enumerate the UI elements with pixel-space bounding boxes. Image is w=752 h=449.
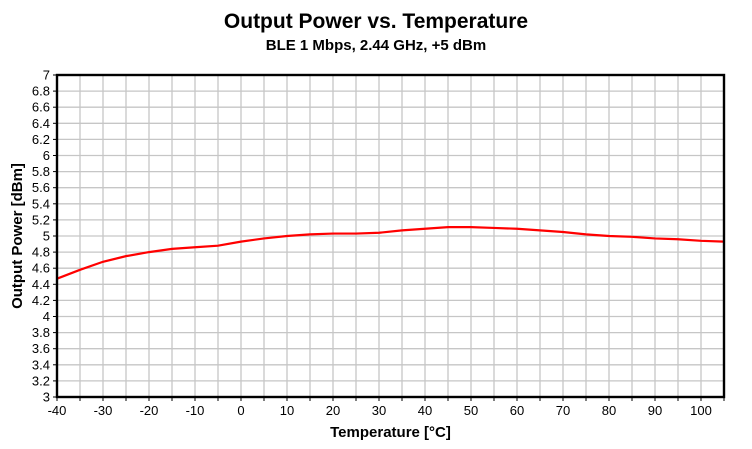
y-tick-label: 4.6: [32, 261, 50, 276]
y-tick-label: 3.4: [32, 357, 50, 372]
x-tick-label: -40: [48, 403, 67, 418]
y-tick-label: 6.6: [32, 100, 50, 115]
y-tick-label: 5.4: [32, 196, 50, 211]
x-tick-label: -30: [94, 403, 113, 418]
y-tick-label: 6.8: [32, 84, 50, 99]
x-tick-label: 40: [418, 403, 432, 418]
y-tick-label: 4.8: [32, 245, 50, 260]
x-tick-label: 100: [690, 403, 712, 418]
x-tick-label: 50: [464, 403, 478, 418]
axes-border: [55, 73, 726, 399]
x-tick-label: 20: [326, 403, 340, 418]
y-tick-label: 3.6: [32, 341, 50, 356]
x-tick-label: -20: [140, 403, 159, 418]
y-tick-label: 3: [43, 390, 50, 405]
y-tick-label: 6: [43, 148, 50, 163]
x-tick-label: 30: [372, 403, 386, 418]
y-tick-label: 5: [43, 229, 50, 244]
y-tick-label: 4.2: [32, 293, 50, 308]
x-axis-title: Temperature [°C]: [330, 424, 451, 441]
data-series-line: [56, 226, 725, 280]
x-tick-label: 90: [648, 403, 662, 418]
y-tick-label: 3.8: [32, 325, 50, 340]
y-axis-title: Output Power [dBm]: [9, 163, 26, 309]
x-tick-label: 10: [280, 403, 294, 418]
y-tick-label: 4: [43, 309, 50, 324]
y-tick-label: 5.8: [32, 164, 50, 179]
x-tick-label: 80: [602, 403, 616, 418]
y-tick-label: 3.2: [32, 373, 50, 388]
y-tick-label: 7: [43, 68, 50, 83]
chart-title: Output Power vs. Temperature: [223, 10, 529, 33]
tick-labels: -40 -30 -20 -10 0 10 20 30 40 50 60 70 80 90 10033.23.…: [32, 68, 712, 419]
y-tick-label: 5.2: [32, 212, 50, 227]
x-tick-label: 70: [556, 403, 570, 418]
y-tick-label: 6.2: [32, 132, 50, 147]
plot-border: [55, 73, 726, 399]
gridlines: [57, 75, 724, 397]
y-tick-label: 4.4: [32, 277, 50, 292]
x-tick-label: 60: [510, 403, 524, 418]
data-series: [56, 226, 725, 280]
y-tick-label: 6.4: [32, 116, 50, 131]
chart-subtitle: BLE 1 Mbps, 2.44 GHz, +5 dBm: [265, 37, 487, 54]
x-tick-label: 0: [237, 403, 244, 418]
x-tick-label: -10: [186, 403, 205, 418]
y-tick-label: 5.6: [32, 180, 50, 195]
